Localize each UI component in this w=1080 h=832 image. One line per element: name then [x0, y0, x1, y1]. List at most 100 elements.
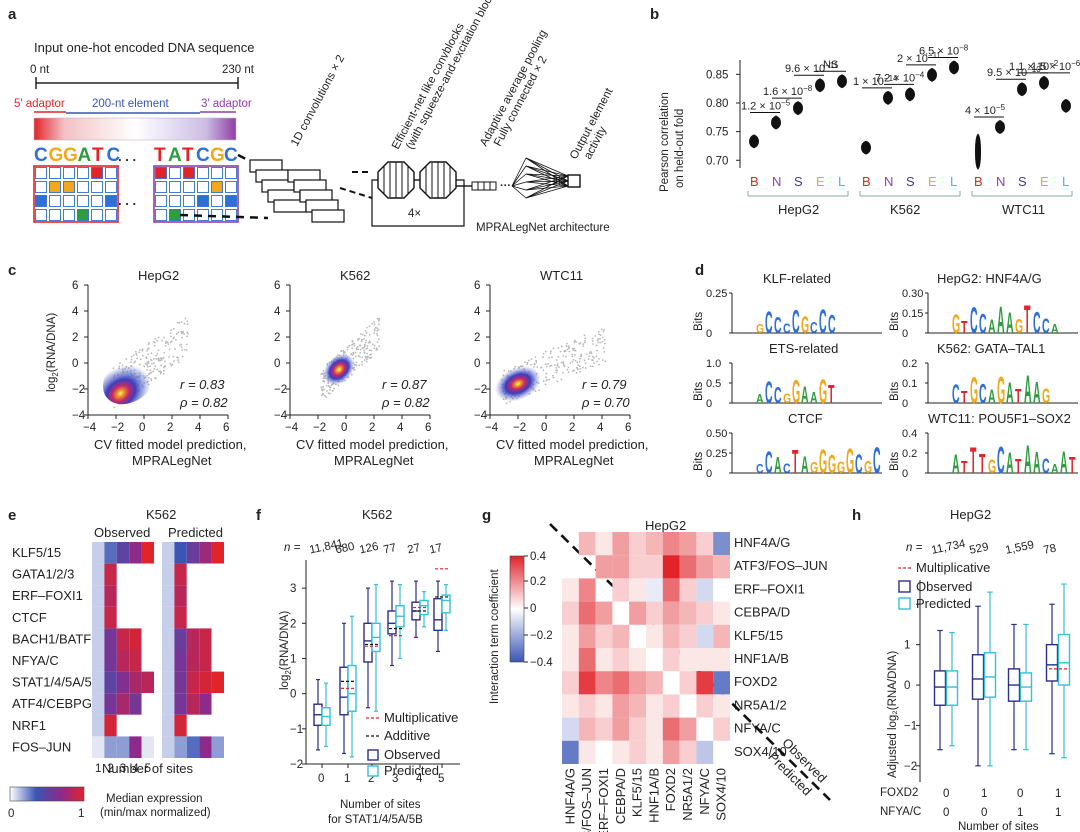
g-cell	[562, 601, 579, 625]
c-point	[370, 353, 373, 356]
onehot-grid-right	[153, 165, 239, 223]
dots-top: . . .	[118, 149, 136, 164]
g-cell	[578, 532, 596, 556]
e-cell-predicted	[186, 606, 200, 629]
e-cell-observed	[104, 563, 117, 586]
g-col-label: SOX4/10	[714, 768, 729, 821]
d-logo-letter: C	[997, 439, 1005, 481]
d-logo-letter: C	[819, 303, 827, 341]
panel-letter-h: h	[852, 507, 861, 524]
g-cb-label: −0.2	[530, 630, 553, 642]
c-ytick-label: 2	[72, 332, 78, 344]
c-point	[536, 366, 539, 368]
e-cell-observed	[92, 606, 105, 629]
c-point	[164, 342, 167, 345]
h-row1-value: 1	[981, 788, 987, 800]
c-point	[329, 386, 332, 389]
d-logo-letter: A	[1051, 322, 1059, 336]
c-point	[329, 392, 331, 395]
grid-cell	[169, 209, 181, 221]
e-cell-predicted	[199, 606, 212, 629]
b-group-label: HepG2	[778, 202, 819, 217]
c-panel-title: K562	[340, 268, 370, 283]
c-point	[354, 355, 357, 358]
c-point	[180, 321, 183, 324]
b-ytick-label: 0.70	[706, 155, 728, 167]
c-point	[530, 358, 533, 360]
d-logo-letter: C	[828, 311, 836, 340]
g-cell	[629, 671, 646, 695]
c-point	[171, 363, 174, 366]
g-cell	[578, 671, 596, 695]
scale-end: 230 nt	[222, 64, 255, 76]
b-group-label: K562	[890, 202, 920, 217]
f-xlabel1: Number of sites	[340, 799, 421, 811]
c-point	[160, 364, 163, 367]
c-point	[601, 336, 604, 339]
d-logo-letter: A	[988, 317, 996, 338]
b-cat-label: L	[950, 174, 957, 189]
h-legend-pred-key	[898, 597, 911, 610]
b-cat-label: L	[1062, 174, 1069, 189]
c-panel-1: K562 −4−4 −2 −2 0 0 2 2 4 4 6 6 r = 0.87 ρ = 0.82 CV f…	[274, 268, 448, 468]
g-ylabel: Interaction term coefficient	[489, 569, 501, 704]
g-cell	[629, 740, 646, 764]
e-observed: Observed	[94, 525, 150, 540]
c-point	[565, 342, 568, 345]
grid-border	[153, 165, 239, 223]
c-point	[574, 349, 576, 352]
panel-letter-f: f	[256, 507, 262, 524]
c-point	[147, 353, 149, 356]
g-cell	[595, 601, 613, 625]
grid-cell	[105, 209, 117, 221]
c-point	[150, 352, 153, 355]
c-point	[577, 364, 580, 367]
c-point	[156, 352, 159, 355]
e-xtick: 2	[107, 763, 113, 775]
c-point	[544, 363, 547, 366]
c-point	[573, 369, 576, 372]
e-cell-observed	[129, 671, 142, 694]
c-point	[177, 359, 179, 362]
c-xlabel1: CV fitted model prediction,	[94, 437, 246, 452]
b-cat-label: B	[862, 174, 871, 189]
g-cell	[578, 694, 596, 718]
c-point	[174, 348, 176, 350]
c-xtick-label: 0	[541, 422, 547, 434]
e-cell-predicted	[186, 585, 200, 607]
c-rho-label: ρ = 0.82	[179, 395, 228, 410]
g-cell	[696, 532, 714, 556]
c-point	[362, 349, 365, 352]
panel-letter-c: c	[8, 262, 16, 279]
b-cat-label: E	[1040, 174, 1049, 189]
c-point	[376, 334, 379, 337]
e-row-label: GATA1/2/3	[12, 567, 74, 582]
c-point	[364, 355, 367, 358]
c-point	[601, 328, 603, 331]
c-point	[595, 355, 598, 358]
c-point	[376, 329, 379, 332]
b-pvalue-label: 1.5 × 10−6	[1031, 59, 1080, 73]
c-point	[113, 406, 116, 409]
g-cell	[562, 624, 579, 648]
e-cell-predicted	[199, 563, 212, 586]
g-cell	[562, 648, 579, 672]
e-cell-predicted	[199, 671, 212, 694]
c-point	[568, 350, 571, 353]
g-row-label: FOXD2	[734, 674, 777, 689]
c-point	[527, 359, 530, 362]
g-cell	[713, 624, 730, 648]
e-cell-observed	[104, 542, 117, 564]
e-cell-observed	[141, 563, 154, 586]
c-point	[172, 327, 175, 330]
e-cell-predicted	[199, 585, 212, 607]
c-point	[167, 343, 170, 346]
b-cat-label: S	[906, 174, 915, 189]
pooling-fc: ···	[456, 157, 581, 199]
fc-edge	[511, 157, 527, 187]
c-point	[340, 350, 343, 352]
b-cat-label: E	[928, 174, 937, 189]
c-r-label: r = 0.87	[382, 377, 427, 392]
